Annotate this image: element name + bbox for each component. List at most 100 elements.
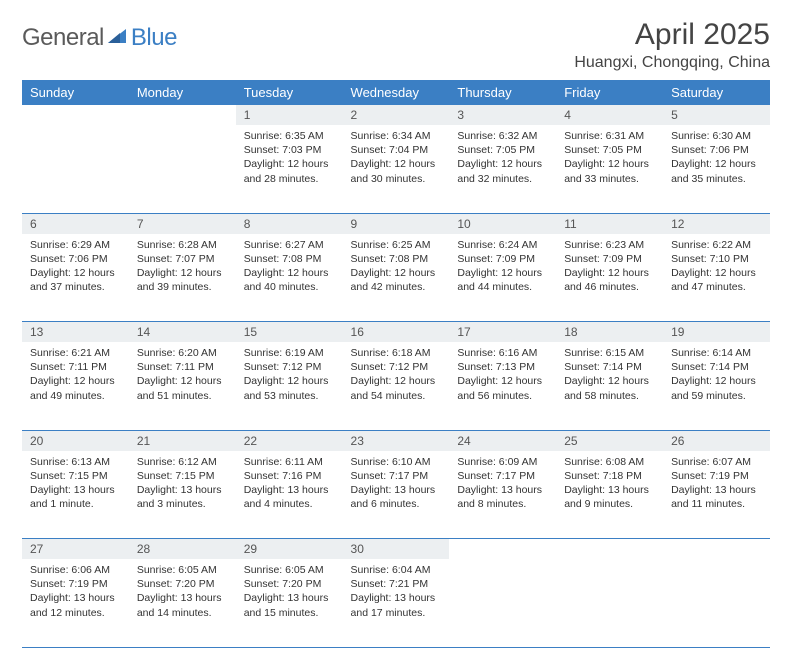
day-cell-body: Sunrise: 6:29 AMSunset: 7:06 PMDaylight:… xyxy=(22,234,129,301)
sunrise-line: Sunrise: 6:20 AM xyxy=(137,346,228,360)
day-cell xyxy=(663,559,770,647)
day-cell: Sunrise: 6:35 AMSunset: 7:03 PMDaylight:… xyxy=(236,125,343,213)
sunrise-line: Sunrise: 6:25 AM xyxy=(351,238,442,252)
day-cell-body: Sunrise: 6:32 AMSunset: 7:05 PMDaylight:… xyxy=(449,125,556,192)
day-number-cell: 14 xyxy=(129,322,236,343)
sunset-line: Sunset: 7:09 PM xyxy=(564,252,655,266)
daylight-line: Daylight: 13 hours and 14 minutes. xyxy=(137,591,228,619)
day-cell xyxy=(22,125,129,213)
day-number-cell: 22 xyxy=(236,430,343,451)
brand-part1: General xyxy=(22,24,104,52)
sunset-line: Sunset: 7:08 PM xyxy=(351,252,442,266)
sunrise-line: Sunrise: 6:14 AM xyxy=(671,346,762,360)
day-cell-body: Sunrise: 6:24 AMSunset: 7:09 PMDaylight:… xyxy=(449,234,556,301)
day-cell: Sunrise: 6:12 AMSunset: 7:15 PMDaylight:… xyxy=(129,451,236,539)
day-cell: Sunrise: 6:30 AMSunset: 7:06 PMDaylight:… xyxy=(663,125,770,213)
day-cell-body: Sunrise: 6:35 AMSunset: 7:03 PMDaylight:… xyxy=(236,125,343,192)
sunset-line: Sunset: 7:20 PM xyxy=(137,577,228,591)
daylight-line: Daylight: 13 hours and 9 minutes. xyxy=(564,483,655,511)
day-number-cell: 5 xyxy=(663,105,770,125)
daylight-line: Daylight: 12 hours and 47 minutes. xyxy=(671,266,762,294)
daynum-row: 6789101112 xyxy=(22,213,770,234)
day-number-cell: 25 xyxy=(556,430,663,451)
daynum-row: 13141516171819 xyxy=(22,322,770,343)
day-header-row: Sunday Monday Tuesday Wednesday Thursday… xyxy=(22,80,770,105)
day-cell: Sunrise: 6:15 AMSunset: 7:14 PMDaylight:… xyxy=(556,342,663,430)
sunrise-line: Sunrise: 6:28 AM xyxy=(137,238,228,252)
day-cell-body: Sunrise: 6:08 AMSunset: 7:18 PMDaylight:… xyxy=(556,451,663,518)
brand-logo: General Blue xyxy=(22,24,177,52)
daylight-line: Daylight: 12 hours and 28 minutes. xyxy=(244,157,335,185)
day-number-cell: 20 xyxy=(22,430,129,451)
day-cell-body: Sunrise: 6:31 AMSunset: 7:05 PMDaylight:… xyxy=(556,125,663,192)
sunset-line: Sunset: 7:17 PM xyxy=(351,469,442,483)
sunrise-line: Sunrise: 6:07 AM xyxy=(671,455,762,469)
daynum-row: 12345 xyxy=(22,105,770,125)
calendar-table: Sunday Monday Tuesday Wednesday Thursday… xyxy=(22,80,770,648)
daylight-line: Daylight: 12 hours and 42 minutes. xyxy=(351,266,442,294)
day-number-cell: 15 xyxy=(236,322,343,343)
sunrise-line: Sunrise: 6:12 AM xyxy=(137,455,228,469)
sunset-line: Sunset: 7:05 PM xyxy=(564,143,655,157)
sunset-line: Sunset: 7:07 PM xyxy=(137,252,228,266)
day-number-cell: 13 xyxy=(22,322,129,343)
sunrise-line: Sunrise: 6:22 AM xyxy=(671,238,762,252)
day-number-cell: 24 xyxy=(449,430,556,451)
day-number-cell: 28 xyxy=(129,539,236,560)
day-number-cell: 30 xyxy=(343,539,450,560)
day-number-cell: 1 xyxy=(236,105,343,125)
day-cell: Sunrise: 6:13 AMSunset: 7:15 PMDaylight:… xyxy=(22,451,129,539)
day-cell: Sunrise: 6:20 AMSunset: 7:11 PMDaylight:… xyxy=(129,342,236,430)
sunset-line: Sunset: 7:03 PM xyxy=(244,143,335,157)
daylight-line: Daylight: 12 hours and 59 minutes. xyxy=(671,374,762,402)
day-cell xyxy=(129,125,236,213)
day-cell: Sunrise: 6:27 AMSunset: 7:08 PMDaylight:… xyxy=(236,234,343,322)
day-number-cell xyxy=(663,539,770,560)
day-cell-body: Sunrise: 6:15 AMSunset: 7:14 PMDaylight:… xyxy=(556,342,663,409)
day-cell: Sunrise: 6:18 AMSunset: 7:12 PMDaylight:… xyxy=(343,342,450,430)
sunset-line: Sunset: 7:05 PM xyxy=(457,143,548,157)
day-number-cell: 16 xyxy=(343,322,450,343)
sunset-line: Sunset: 7:14 PM xyxy=(564,360,655,374)
daylight-line: Daylight: 13 hours and 11 minutes. xyxy=(671,483,762,511)
day-cell: Sunrise: 6:05 AMSunset: 7:20 PMDaylight:… xyxy=(129,559,236,647)
day-cell-body: Sunrise: 6:05 AMSunset: 7:20 PMDaylight:… xyxy=(236,559,343,626)
day-cell: Sunrise: 6:07 AMSunset: 7:19 PMDaylight:… xyxy=(663,451,770,539)
day-cell: Sunrise: 6:10 AMSunset: 7:17 PMDaylight:… xyxy=(343,451,450,539)
day-number-cell: 17 xyxy=(449,322,556,343)
day-cell: Sunrise: 6:09 AMSunset: 7:17 PMDaylight:… xyxy=(449,451,556,539)
daylight-line: Daylight: 12 hours and 44 minutes. xyxy=(457,266,548,294)
daynum-row: 20212223242526 xyxy=(22,430,770,451)
day-cell: Sunrise: 6:06 AMSunset: 7:19 PMDaylight:… xyxy=(22,559,129,647)
day-number-cell: 23 xyxy=(343,430,450,451)
day-cell: Sunrise: 6:28 AMSunset: 7:07 PMDaylight:… xyxy=(129,234,236,322)
day-cell-body: Sunrise: 6:23 AMSunset: 7:09 PMDaylight:… xyxy=(556,234,663,301)
sunset-line: Sunset: 7:12 PM xyxy=(244,360,335,374)
day-number-cell: 19 xyxy=(663,322,770,343)
sunrise-line: Sunrise: 6:16 AM xyxy=(457,346,548,360)
sunset-line: Sunset: 7:21 PM xyxy=(351,577,442,591)
daylight-line: Daylight: 13 hours and 4 minutes. xyxy=(244,483,335,511)
week-row: Sunrise: 6:29 AMSunset: 7:06 PMDaylight:… xyxy=(22,234,770,322)
day-number-cell: 27 xyxy=(22,539,129,560)
day-cell-body: Sunrise: 6:25 AMSunset: 7:08 PMDaylight:… xyxy=(343,234,450,301)
sunrise-line: Sunrise: 6:09 AM xyxy=(457,455,548,469)
daylight-line: Daylight: 12 hours and 54 minutes. xyxy=(351,374,442,402)
sunset-line: Sunset: 7:14 PM xyxy=(671,360,762,374)
sunset-line: Sunset: 7:20 PM xyxy=(244,577,335,591)
sunrise-line: Sunrise: 6:15 AM xyxy=(564,346,655,360)
day-number-cell: 8 xyxy=(236,213,343,234)
day-number-cell: 7 xyxy=(129,213,236,234)
day-number-cell xyxy=(22,105,129,125)
day-cell: Sunrise: 6:11 AMSunset: 7:16 PMDaylight:… xyxy=(236,451,343,539)
day-cell-body: Sunrise: 6:10 AMSunset: 7:17 PMDaylight:… xyxy=(343,451,450,518)
sunset-line: Sunset: 7:19 PM xyxy=(671,469,762,483)
daylight-line: Daylight: 12 hours and 49 minutes. xyxy=(30,374,121,402)
day-number-cell xyxy=(556,539,663,560)
day-cell: Sunrise: 6:04 AMSunset: 7:21 PMDaylight:… xyxy=(343,559,450,647)
sail-icon xyxy=(108,27,128,50)
day-number-cell: 6 xyxy=(22,213,129,234)
sunrise-line: Sunrise: 6:08 AM xyxy=(564,455,655,469)
sunset-line: Sunset: 7:12 PM xyxy=(351,360,442,374)
sunset-line: Sunset: 7:04 PM xyxy=(351,143,442,157)
